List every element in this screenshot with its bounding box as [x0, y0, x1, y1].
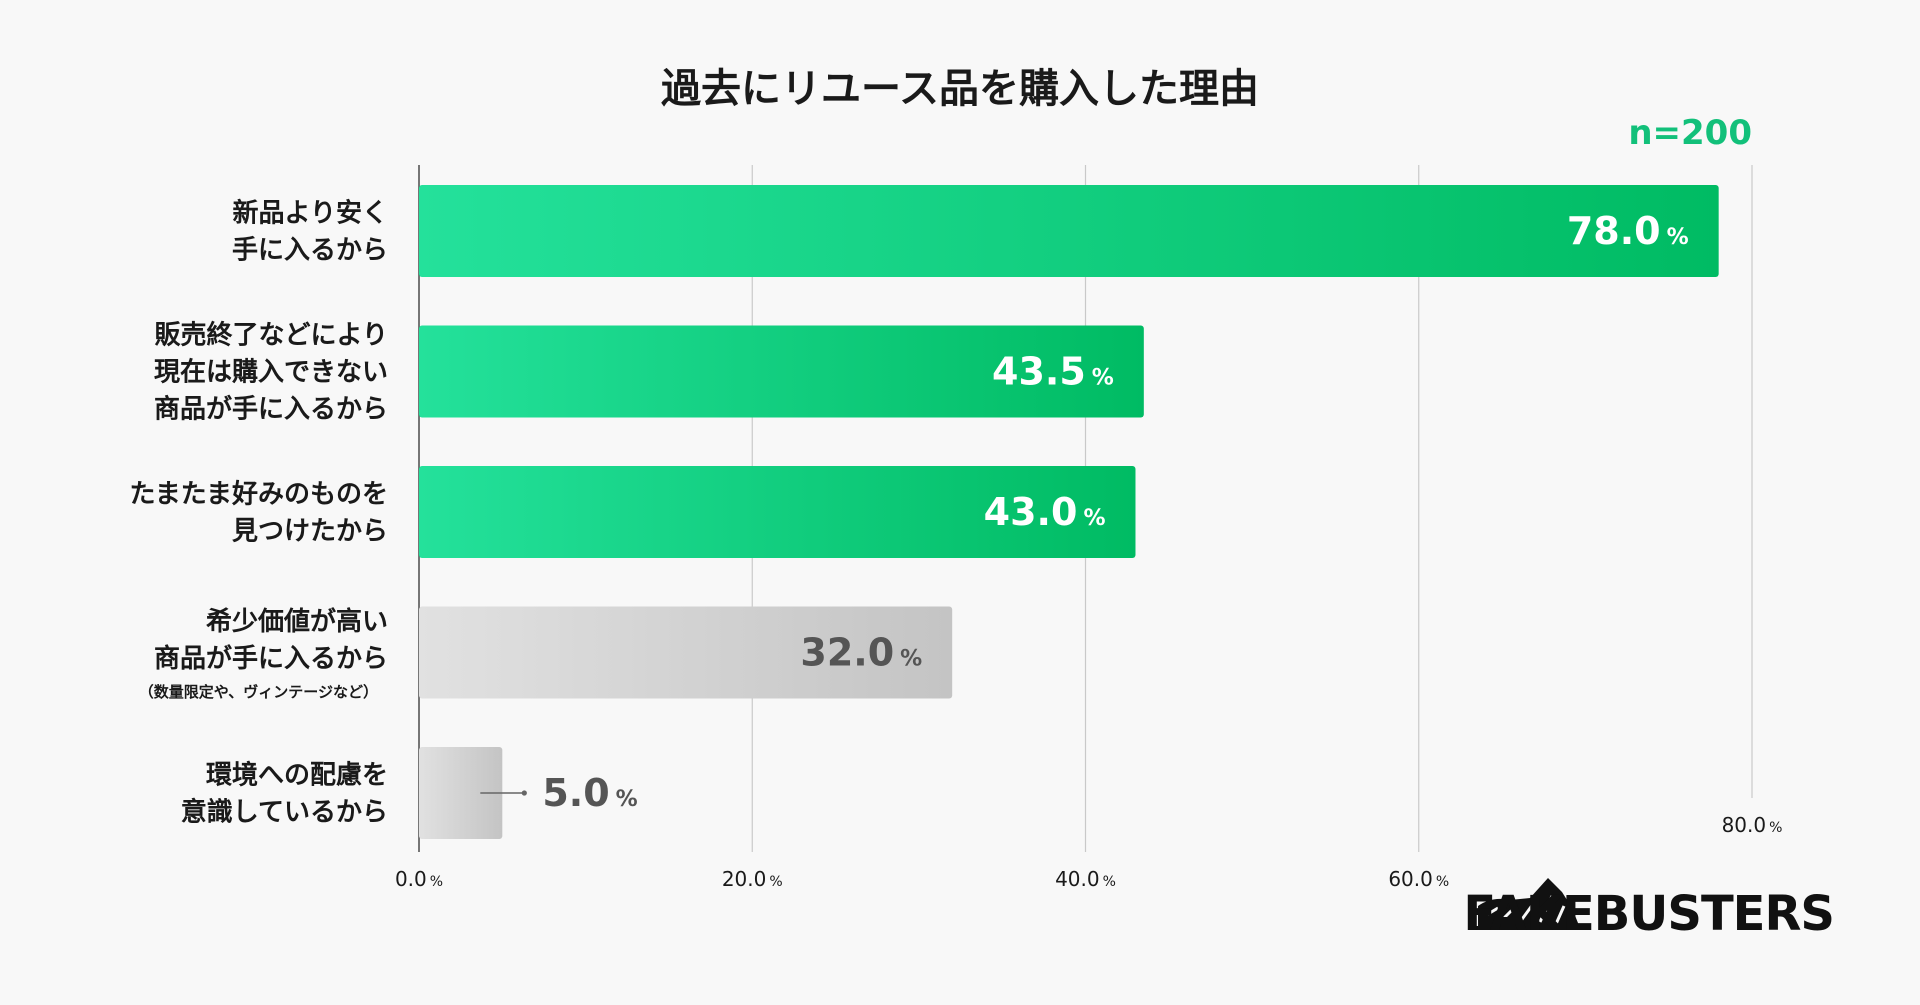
brand-logo: FAKEBUSTERS: [1463, 878, 1835, 942]
x-tick-label: 40.0%: [1055, 867, 1116, 891]
value-label: 43.5%: [992, 350, 1114, 394]
category-label: 新品より安く: [233, 198, 388, 229]
value-label: 32.0%: [800, 631, 922, 675]
category-label: 販売終了などにより: [155, 320, 388, 351]
chart-title: 過去にリユース品を購入した理由: [661, 66, 1259, 112]
x-tick-label: 60.0%: [1388, 867, 1449, 891]
value-leader-dot: [521, 790, 527, 796]
category-label: 商品が手に入るから: [154, 643, 388, 674]
bars: 78.0 % 43.5 % 43.0 % 32.0 % 5.0%: [419, 185, 1719, 839]
sample-size-label: n=200: [1628, 113, 1752, 153]
category-label: 手に入るから: [232, 236, 388, 266]
category-label: 現在は購入できない: [154, 358, 388, 388]
bar: [419, 185, 1719, 277]
bar: [419, 747, 503, 839]
brand-name: FAKEBUSTERS: [1463, 886, 1834, 942]
category-label: 希少価値が高い: [206, 606, 388, 637]
category-note: （数量限定や、ヴィンテージなど）: [139, 683, 378, 701]
category-label: 見つけたから: [232, 517, 388, 547]
bar: [419, 325, 1144, 418]
x-tick-label: 0.0%: [395, 867, 443, 891]
x-tick-label: 20.0%: [722, 867, 783, 891]
value-label: 78.0%: [1567, 209, 1689, 253]
value-label: 5.0%: [542, 771, 637, 815]
category-label: 環境への配慮を: [206, 760, 388, 791]
sneaker-logo-icon: [1474, 878, 1584, 930]
value-label: 43.0%: [984, 490, 1106, 534]
bar: [419, 606, 953, 699]
category-labels: 新品より安く手に入るから販売終了などにより現在は購入できない商品が手に入るからた…: [130, 198, 388, 828]
category-label: 商品が手に入るから: [154, 394, 388, 425]
x-axis-ticks: 0.0% 20.0% 40.0% 60.0 % 80.0%: [395, 813, 1782, 891]
category-label: 意識しているから: [181, 797, 388, 828]
category-label: たまたま好みのものを: [130, 480, 388, 510]
bar: [419, 466, 1136, 558]
x-tick-label: 80.0%: [1722, 813, 1783, 837]
